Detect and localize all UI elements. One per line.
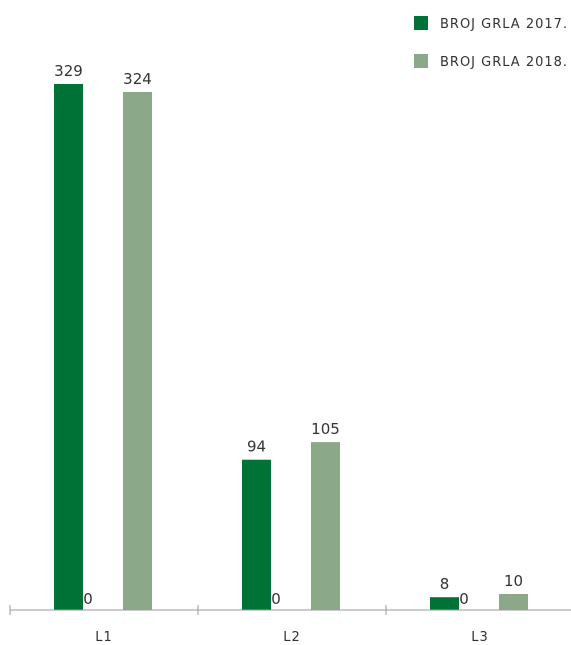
value-label-l1-series-2: 324 bbox=[123, 70, 152, 88]
x-tick-label-l2: L2 bbox=[283, 630, 301, 645]
x-axis-ticks: L1 L2 L3 bbox=[9, 605, 489, 645]
bars-group bbox=[54, 84, 528, 611]
bar-l2-series-2 bbox=[311, 442, 340, 610]
value-label-l1-series-0: 329 bbox=[54, 62, 83, 80]
value-label-l1-series-1: 0 bbox=[83, 590, 93, 608]
legend-label-0: BROJ GRLA 2017. bbox=[440, 17, 568, 32]
x-tick-label-l3: L3 bbox=[471, 630, 489, 645]
legend-label-1: BROJ GRLA 2018. bbox=[440, 55, 568, 70]
bar-l1-series-2 bbox=[123, 91, 152, 611]
value-label-l2-series-0: 94 bbox=[247, 438, 266, 456]
x-tick-label-l1: L1 bbox=[95, 630, 113, 645]
value-label-l3-series-1: 0 bbox=[459, 590, 469, 608]
value-label-l2-series-2: 105 bbox=[311, 420, 340, 438]
legend-swatch-1 bbox=[414, 54, 428, 68]
bar-l1-series-0 bbox=[54, 84, 83, 610]
legend: BROJ GRLA 2017. BROJ GRLA 2018. bbox=[414, 16, 568, 70]
value-label-l3-series-2: 10 bbox=[504, 572, 523, 590]
value-label-l3-series-0: 8 bbox=[440, 575, 450, 593]
legend-swatch-0 bbox=[414, 16, 428, 30]
value-label-l2-series-1: 0 bbox=[271, 590, 281, 608]
bar-l3-series-2 bbox=[499, 594, 528, 610]
bar-l3-series-0 bbox=[430, 597, 459, 610]
bar-l2-series-0 bbox=[242, 459, 271, 610]
